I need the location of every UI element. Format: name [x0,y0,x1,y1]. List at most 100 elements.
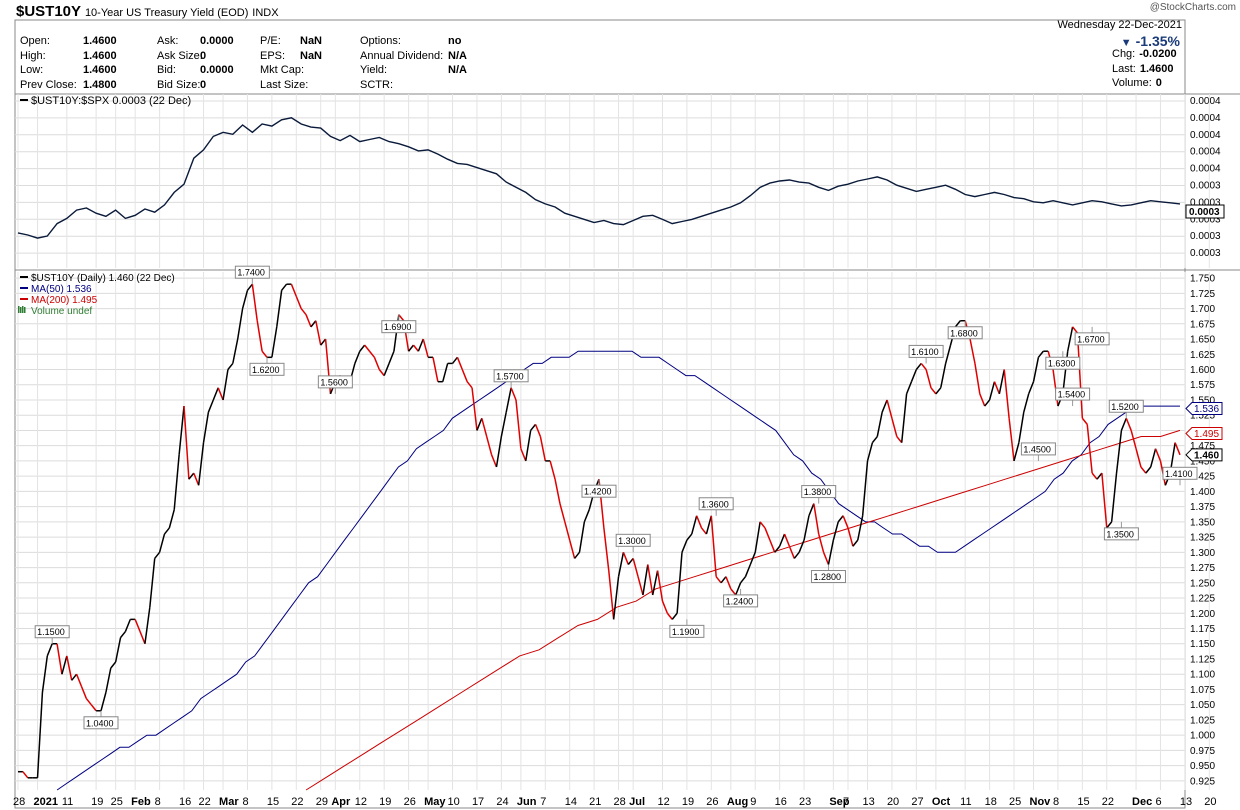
y-tick-label: 1.125 [1190,654,1215,665]
chart-frame [14,19,1186,809]
x-tick-label: Feb [131,796,151,808]
y-tick-label: 0.0003 [1190,231,1221,242]
quote-field-value: no [448,35,462,47]
quote-field: Chg: -0.0200 [1112,48,1177,60]
price-segment [813,503,820,535]
quote-date: Wednesday 22-Dec-2021 [1057,19,1182,31]
price-segment [1125,417,1132,431]
y-tick-label: 0.0004 [1190,147,1221,158]
y-tick-label: 1.275 [1190,563,1215,574]
price-segment [754,521,761,553]
y-tick-label: 1.500 [1190,426,1215,437]
price-segment [1096,472,1103,480]
price-segment [769,539,776,553]
quote-field: SCTR: [360,79,393,91]
annotation-label: 1.3000 [618,536,646,546]
x-tick-label: 11 [960,796,971,808]
x-tick-label: 13 [863,796,875,808]
x-tick-label: Sep [829,796,849,808]
price-segment [246,283,253,291]
x-tick-label: 21 [589,796,601,808]
annotation-box [34,625,70,639]
price-segment [993,381,1001,395]
annotation-label: 1.2400 [726,596,754,606]
price-segment [1145,466,1152,474]
x-tick-label: 12 [657,796,669,808]
annotation-box [1055,387,1091,401]
price-tag [1185,448,1223,462]
price-segment [105,667,112,693]
quote-field: EPS: NaN [260,50,322,62]
pct-change-value: -1.35% [1135,33,1180,49]
x-tick-label: 25 [1009,796,1021,808]
price-segment [412,344,419,352]
price-segment [788,545,795,559]
price-segment [578,521,586,553]
annotation-box [1162,466,1198,480]
y-tick-label: 0.0003 [1190,181,1221,192]
price-segment [232,338,239,364]
annotation-label: 1.3600 [701,499,729,509]
price-tag-label: 1.536 [1194,404,1219,415]
price-segment [1174,442,1181,456]
quote-field-value: 1.4600 [83,64,117,76]
exchange: INDX [252,7,279,19]
annotation-label: 1.4200 [584,487,612,497]
y-tick-label: 1.050 [1190,700,1215,711]
price-segment [720,576,727,584]
price-segment [256,320,263,352]
quote-field-value: 1.4600 [83,35,117,47]
stockcharts-logo: @StockCharts.com [1149,2,1236,13]
price-segment [1154,448,1162,462]
y-tick-label: 1.725 [1190,289,1215,300]
price-segment [85,698,92,706]
price-segment [22,771,29,779]
annotation-label: 1.5700 [496,371,524,381]
price-segment [158,533,166,553]
price-segment [276,290,283,327]
y-tick-label: 1.650 [1190,335,1215,346]
price-segment [178,405,185,455]
price-segment [549,460,556,480]
price-segment [1076,332,1084,419]
price-segment [554,479,561,504]
price-segment [193,472,200,486]
symbol-description: 10-Year US Treasury Yield (EOD) [84,7,249,19]
x-tick-label: 7 [843,796,849,808]
x-tick-label: 25 [111,796,123,808]
price-segment [783,533,791,547]
quote-field-label: High: [20,49,46,62]
price-segment [691,515,698,535]
y-tick-label: 1.375 [1190,502,1215,513]
price-segment [90,704,97,712]
x-tick-label: 16 [179,796,191,808]
price-segment [1086,424,1093,474]
price-segment [857,515,864,541]
price-segment [1091,472,1098,480]
price-segment [847,527,854,547]
price-segment [1130,430,1137,449]
price-segment [451,356,458,364]
quote-field: Last Size: [260,79,308,91]
quote-field-label: Mkt Cap: [260,64,305,76]
x-tick-label: Oct [932,796,951,808]
price-segment [534,424,542,437]
quote-field-value: 0 [1155,77,1162,89]
price-segment [886,399,893,419]
price-segment [222,369,229,401]
price-segment [735,582,742,596]
price-segment [100,692,107,711]
price-segment [490,454,498,468]
annotation-box [234,265,270,279]
x-tick-label: 15 [267,796,279,808]
legend-entry: Volume undef [31,306,92,317]
price-segment [1008,418,1015,462]
price-segment [700,527,707,535]
x-tick-label: 8 [155,796,161,808]
annotation-box [249,362,285,376]
y-tick-label: 0.0004 [1190,96,1221,107]
annotation-label: 1.6100 [911,347,939,357]
y-tick-label: 0.0003 [1190,248,1221,259]
price-segment [593,478,600,492]
price-segment [383,363,390,376]
